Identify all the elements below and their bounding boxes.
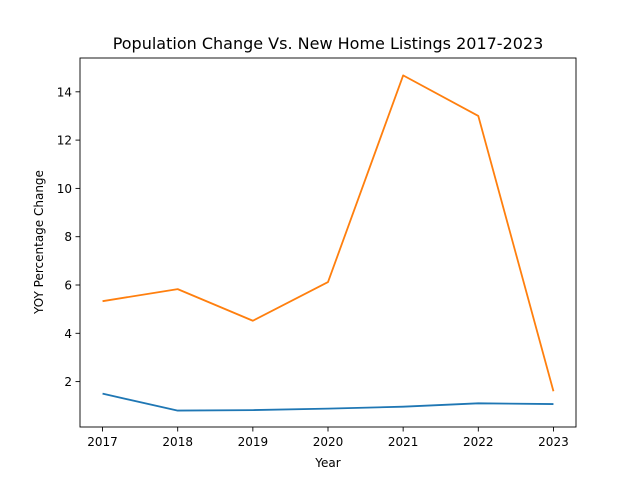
y-tick-label: 10: [57, 182, 72, 196]
y-tick-label: 12: [57, 134, 72, 148]
y-axis-label: YOY Percentage Change: [32, 170, 46, 315]
series-layer: [102, 74, 555, 412]
plot-area-frame: [79, 57, 577, 428]
series-line-2: [102, 74, 555, 392]
x-axis-label: Year: [314, 456, 340, 470]
y-tick-label: 14: [57, 85, 72, 99]
y-tick-label: 8: [64, 230, 72, 244]
y-axis-ticks: 2 4 6 8 10 12 14: [57, 85, 80, 389]
x-tick-label: 2019: [238, 435, 269, 449]
series-line-1: [102, 392, 554, 412]
x-tick-label: 2020: [313, 435, 344, 449]
x-tick-label: 2021: [388, 435, 419, 449]
y-tick-label: 4: [64, 327, 72, 341]
x-tick-label: 2017: [87, 435, 118, 449]
y-tick-label: 2: [64, 375, 72, 389]
x-tick-label: 2023: [538, 435, 569, 449]
chart-title: Population Change Vs. New Home Listings …: [113, 34, 544, 53]
x-axis-ticks: 2017 2018 2019 2020 2021 2022 2023: [87, 427, 569, 449]
y-tick-label: 6: [64, 279, 72, 293]
x-tick-label: 2022: [463, 435, 494, 449]
x-tick-label: 2018: [162, 435, 193, 449]
